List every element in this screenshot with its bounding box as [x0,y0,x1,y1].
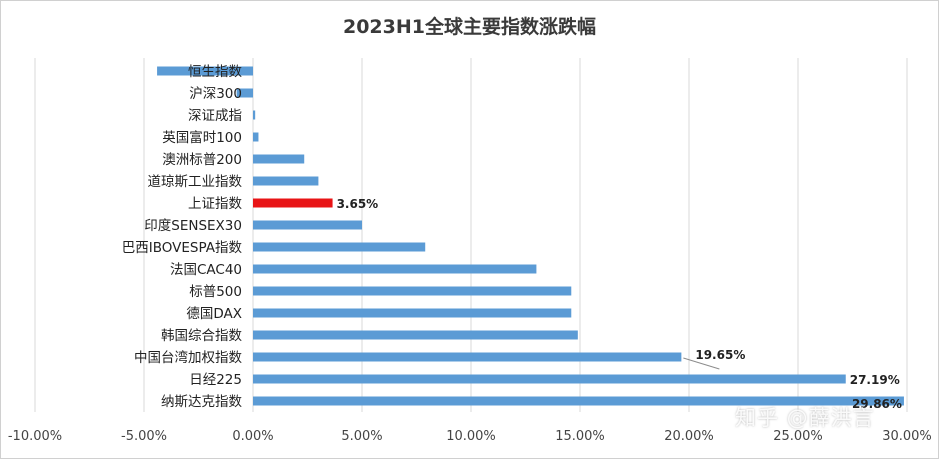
category-label: 澳洲标普200 [162,152,242,168]
category-label: 道琼斯工业指数 [148,174,243,190]
bar [253,242,426,252]
data-label: 27.19% [850,373,900,387]
category-label: 印度SENSEX30 [144,218,242,234]
bar [253,352,682,362]
category-label: 沪深300 [189,86,242,102]
category-label: 德国DAX [186,306,242,322]
category-label: 恒生指数 [188,64,242,80]
bar [253,330,578,340]
watermark: 知乎 @薛洪言 [735,406,875,430]
category-label: 中国台湾加权指数 [134,349,242,366]
bar [157,66,253,76]
bar [253,110,256,120]
x-tick-label: 30.00% [882,429,932,444]
category-label: 巴西IBOVESPA指数 [122,240,243,256]
category-label: 深证成指 [188,108,242,124]
bar [253,132,259,142]
bar [253,176,319,186]
bar [253,308,572,318]
x-tick-label: 20.00% [664,429,714,444]
x-tick-label: -5.00% [121,429,167,444]
x-tick-label: 25.00% [773,429,823,444]
x-tick-label: 15.00% [555,429,605,444]
x-tick-label: -10.00% [8,429,62,444]
data-label: 29.86% [852,397,902,411]
category-label: 英国富时100 [162,129,242,146]
category-label: 标普500 [189,284,242,300]
category-label: 纳斯达克指数 [161,394,242,410]
chart-title: 2023H1全球主要指数涨跌幅 [342,16,596,38]
bar [253,198,333,208]
x-tick-label: 0.00% [232,429,273,444]
category-label: 法国CAC40 [170,262,242,278]
bar [253,220,362,230]
category-label: 上证指数 [188,196,242,212]
data-label-leader [683,357,720,370]
bar [253,154,305,164]
category-label: 日经225 [189,372,242,388]
bar [253,286,572,296]
x-tick-label: 5.00% [341,429,382,444]
bar [253,396,904,406]
data-label: 3.65% [337,197,379,211]
bar [236,88,253,98]
bar [253,374,846,384]
category-label: 韩国综合指数 [161,328,242,344]
data-label: 19.65% [695,348,745,362]
x-tick-label: 10.00% [446,429,496,444]
bar [253,264,537,274]
